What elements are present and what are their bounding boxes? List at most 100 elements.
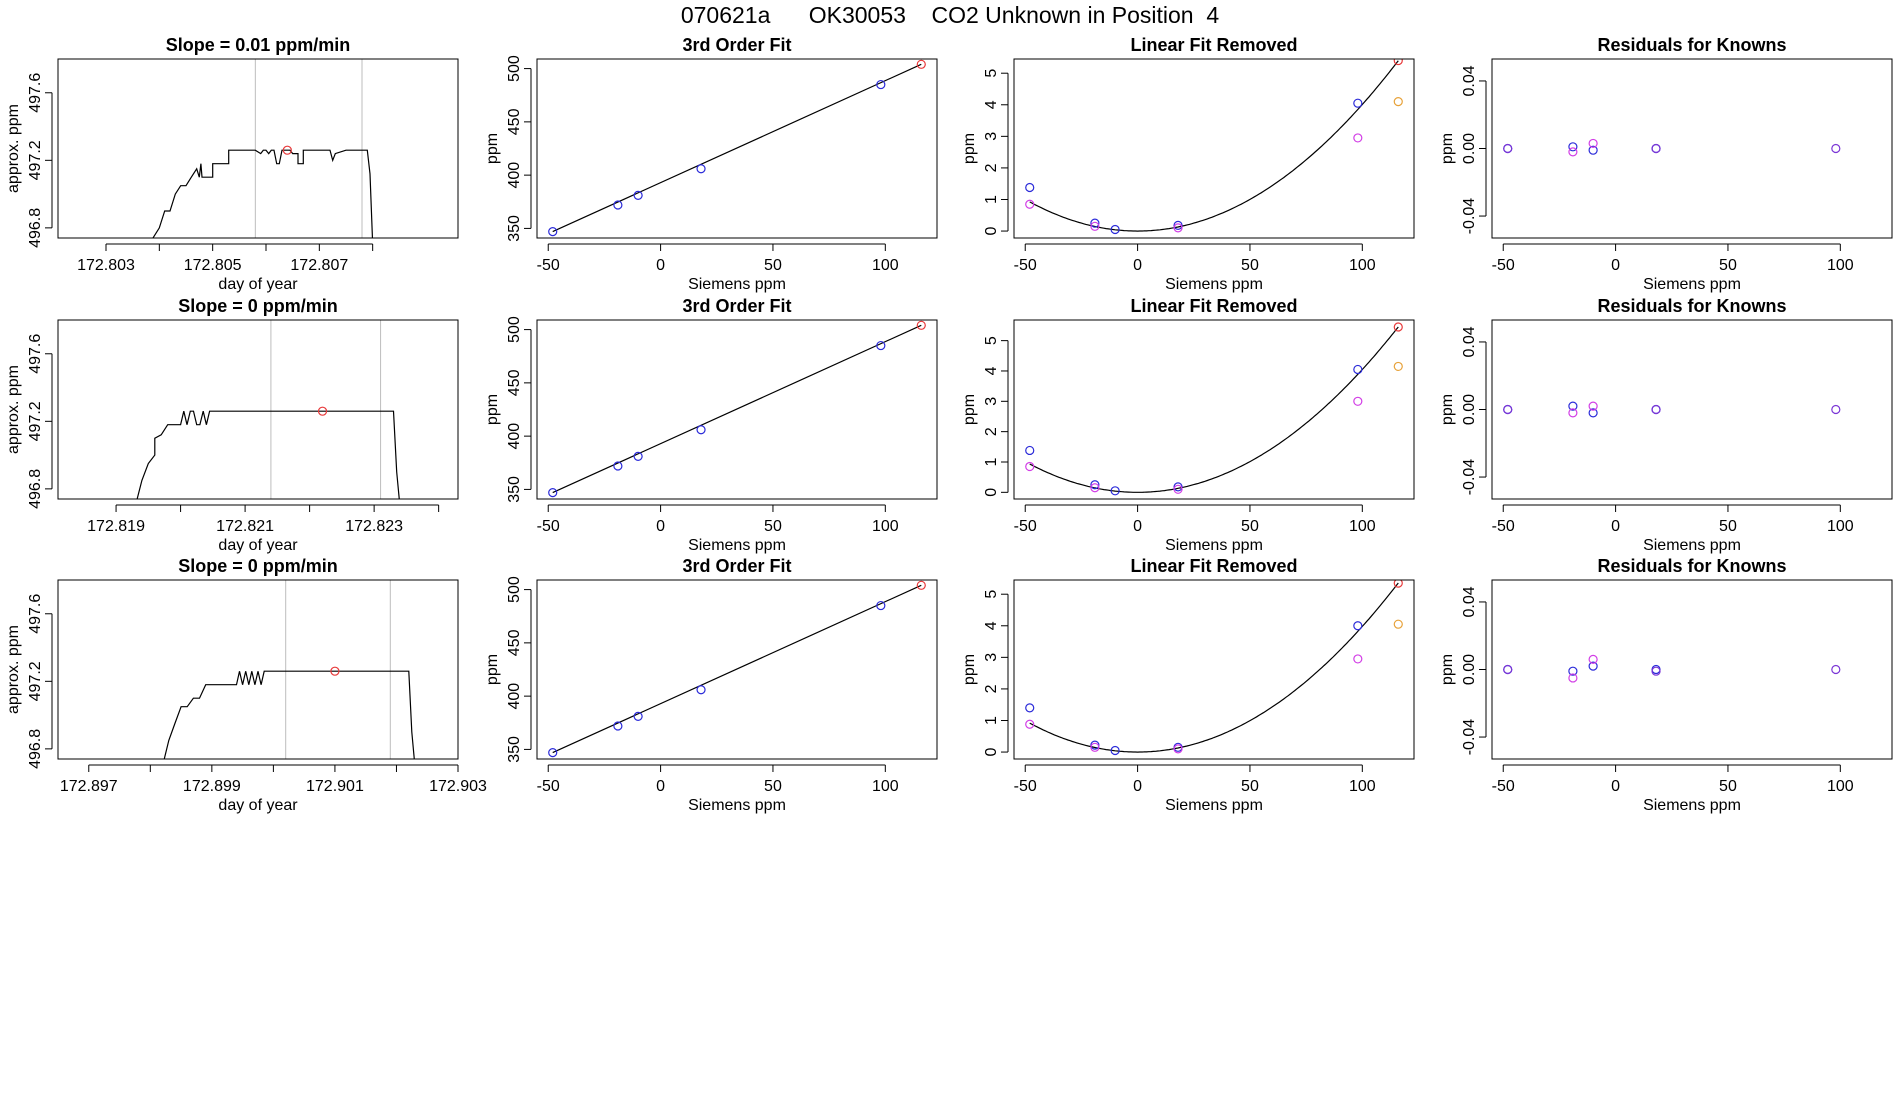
data-point <box>1503 664 1513 675</box>
y-axis: 350 400 450 500 ppm <box>484 576 532 763</box>
chart-panel-res-2: Residuals for Knowns -50 0 50 100 Siemens ppm… <box>1439 296 1893 554</box>
panel-title: Linear Fit Removed <box>1130 296 1297 316</box>
x-tick-label: 172.903 <box>429 778 487 795</box>
x-tick-label: 50 <box>1241 257 1259 274</box>
data-layer <box>1025 580 1403 756</box>
data-point <box>1025 199 1035 209</box>
chart-panel-lin-1: Linear Fit Removed -50 0 50 100 Siemens ppm 0 1… <box>961 35 1415 293</box>
y-tick-label: 500 <box>506 576 523 603</box>
series-line <box>136 410 400 499</box>
chart-panel-fit-1: 3rd Order Fit -50 0 50 100 Siemens ppm 350 400 4… <box>484 35 938 293</box>
plot-frame <box>1013 579 1415 760</box>
data-point <box>1353 654 1363 664</box>
data-point <box>1568 142 1578 152</box>
data-point <box>1588 145 1598 155</box>
y-axis: 0 1 2 3 4 5 ppm <box>961 590 1009 757</box>
x-axis: 172.819 172.821 172.823 day of year <box>87 504 440 554</box>
y-tick-label: 0.00 <box>1461 394 1478 425</box>
x-tick-label: -50 <box>1014 257 1037 274</box>
x-tick-label: 0 <box>656 257 665 274</box>
data-point <box>1831 143 1841 154</box>
panel-title: Slope = 0 ppm/min <box>178 296 338 316</box>
y-tick-label: 5 <box>983 69 1000 78</box>
data-point <box>1025 719 1035 729</box>
x-tick-label: 50 <box>764 518 782 535</box>
x-axis: -50 0 50 100 Siemens ppm <box>1492 504 1854 554</box>
data-point <box>696 685 706 695</box>
data-point <box>1090 483 1100 493</box>
data-point <box>1353 98 1363 108</box>
x-axis: -50 0 50 100 Siemens ppm <box>1014 504 1376 554</box>
chart-panel-res-1: Residuals for Knowns -50 0 50 100 Siemens ppm… <box>1439 35 1893 293</box>
data-point <box>1651 404 1661 415</box>
plot-frame <box>1491 579 1893 760</box>
y-tick-label: 0 <box>983 748 1000 757</box>
data-layer <box>1025 59 1403 235</box>
chart-panel-lin-2: Linear Fit Removed -50 0 50 100 Siemens ppm 0 1… <box>961 296 1415 554</box>
y-axis-label: ppm <box>1439 654 1456 685</box>
current-point <box>317 406 328 416</box>
data-point <box>1651 143 1661 154</box>
x-axis: -50 0 50 100 Siemens ppm <box>1014 243 1376 293</box>
y-tick-label: 450 <box>506 369 523 396</box>
y-tick-label: -0.04 <box>1461 459 1478 496</box>
y-tick-label: 3 <box>983 397 1000 406</box>
chart-panel-fit-2: 3rd Order Fit -50 0 50 100 Siemens ppm 350 400 4… <box>484 296 938 554</box>
data-point <box>1568 666 1578 676</box>
y-tick-label: 350 <box>506 736 523 763</box>
x-axis: -50 0 50 100 Siemens ppm <box>537 504 899 554</box>
x-tick-label: 50 <box>764 778 782 795</box>
y-axis-label: ppm <box>1439 394 1456 425</box>
y-tick-label: 3 <box>983 653 1000 662</box>
y-tick-label: 2 <box>983 684 1000 693</box>
x-tick-label: -50 <box>1492 257 1515 274</box>
chart-panel-lin-3: Linear Fit Removed -50 0 50 100 Siemens ppm 0 1… <box>961 556 1415 814</box>
data-point <box>1110 745 1120 756</box>
data-point <box>1353 621 1363 631</box>
data-point <box>916 59 926 69</box>
panel-title: 3rd Order Fit <box>682 35 791 55</box>
data-point <box>613 200 623 210</box>
panel-title: Slope = 0.01 ppm/min <box>166 35 351 55</box>
data-point <box>1503 404 1513 415</box>
x-axis-label: Siemens ppm <box>1165 537 1263 554</box>
data-point <box>916 580 926 590</box>
x-axis: 172.803 172.805 172.807 day of year <box>77 243 374 293</box>
y-tick-label: 1 <box>983 195 1000 204</box>
x-tick-label: 50 <box>1241 778 1259 795</box>
y-tick-label: 450 <box>506 629 523 656</box>
data-point <box>1353 364 1363 375</box>
x-tick-label: 172.807 <box>290 257 348 274</box>
x-tick-label: 100 <box>1827 257 1854 274</box>
x-tick-label: -50 <box>537 518 560 535</box>
x-tick-label: 172.803 <box>77 257 135 274</box>
y-axis-label: ppm <box>484 394 501 425</box>
data-layer <box>1503 401 1841 418</box>
y-tick-label: 4 <box>983 366 1000 375</box>
data-point <box>1568 408 1578 418</box>
x-tick-label: 0 <box>656 778 665 795</box>
data-point <box>1393 361 1403 372</box>
y-axis: -0.04 0.00 0.04 ppm <box>1439 586 1487 755</box>
y-tick-label: 2 <box>983 427 1000 436</box>
fit-line <box>552 324 922 494</box>
x-tick-label: 172.899 <box>183 778 241 795</box>
chart-panel-time-1: Slope = 0.01 ppm/min 172.803 172.805 172.80… <box>5 35 459 293</box>
x-tick-label: 0 <box>1611 778 1620 795</box>
y-axis-label: ppm <box>961 654 978 685</box>
y-tick-label: 496.8 <box>27 729 44 769</box>
x-axis: 172.897 172.899 172.901 172.903 day of year <box>60 764 487 814</box>
plot-frame <box>57 319 459 500</box>
plot-frame <box>57 58 459 239</box>
plot-frame <box>536 319 938 500</box>
y-axis-label: approx. ppm <box>5 365 22 454</box>
series-line <box>163 670 415 759</box>
data-point <box>1173 220 1183 230</box>
data-layer <box>548 320 926 498</box>
x-tick-label: -50 <box>537 778 560 795</box>
figure-title: 070621a OK30053 CO2 Unknown in Position … <box>0 2 1900 29</box>
y-tick-label: 496.8 <box>27 469 44 509</box>
x-tick-label: 50 <box>1719 257 1737 274</box>
y-tick-label: 400 <box>506 683 523 710</box>
